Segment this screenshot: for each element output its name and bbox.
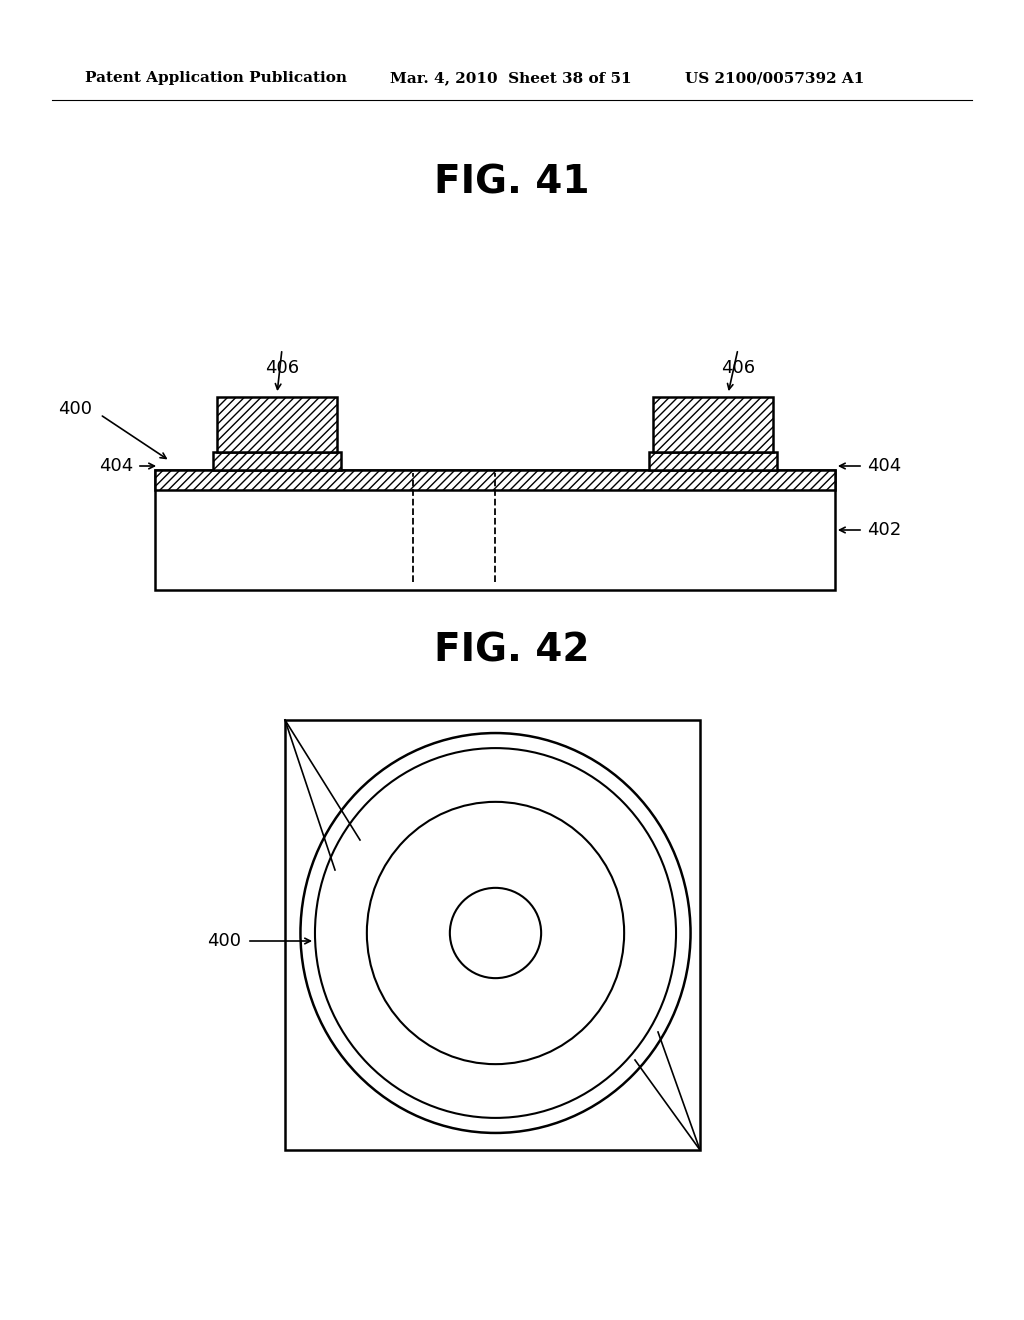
- Ellipse shape: [367, 801, 625, 1064]
- Bar: [653, 397, 773, 451]
- Bar: [217, 397, 337, 451]
- Text: 400: 400: [207, 932, 241, 950]
- Ellipse shape: [315, 748, 676, 1118]
- Text: US 2100/0057392 A1: US 2100/0057392 A1: [685, 71, 864, 84]
- Text: 406: 406: [265, 359, 299, 378]
- Text: 402: 402: [867, 521, 901, 539]
- Text: 404: 404: [867, 457, 901, 475]
- Bar: [649, 451, 777, 470]
- Text: Mar. 4, 2010  Sheet 38 of 51: Mar. 4, 2010 Sheet 38 of 51: [390, 71, 632, 84]
- Text: 400: 400: [58, 400, 92, 417]
- Text: FIG. 42: FIG. 42: [434, 631, 590, 669]
- Ellipse shape: [300, 733, 690, 1133]
- Text: FIG. 41: FIG. 41: [434, 162, 590, 201]
- Text: 404: 404: [98, 457, 133, 475]
- Bar: [155, 470, 835, 590]
- Ellipse shape: [450, 888, 541, 978]
- Bar: [155, 470, 835, 490]
- Bar: [213, 451, 341, 470]
- Text: Patent Application Publication: Patent Application Publication: [85, 71, 347, 84]
- Bar: [285, 719, 700, 1150]
- Text: 406: 406: [721, 359, 755, 378]
